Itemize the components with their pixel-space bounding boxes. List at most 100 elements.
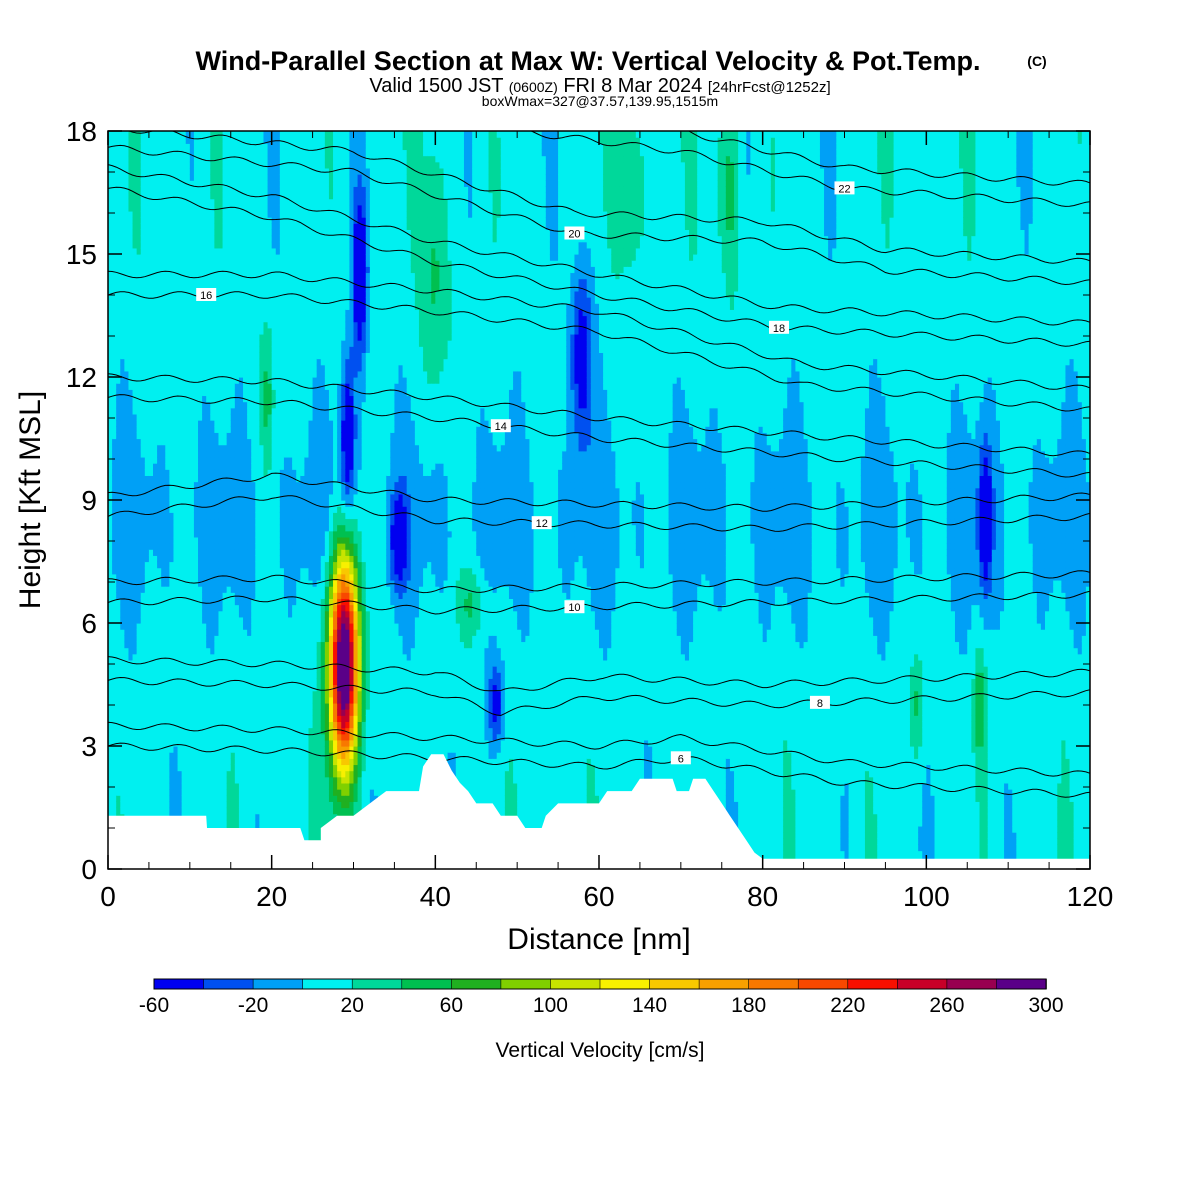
velocity-cell	[120, 414, 125, 421]
velocity-cell	[141, 272, 146, 279]
velocity-cell	[124, 648, 129, 655]
velocity-cell	[133, 783, 138, 790]
velocity-cell	[128, 789, 133, 796]
velocity-cell	[112, 562, 117, 569]
velocity-cell	[133, 685, 138, 692]
velocity-cell	[145, 186, 150, 193]
velocity-cell	[112, 469, 117, 476]
velocity-cell	[141, 365, 146, 372]
velocity-cell	[137, 254, 142, 261]
velocity-cell	[133, 715, 138, 722]
velocity-cell	[141, 635, 146, 642]
velocity-cell	[137, 242, 142, 249]
velocity-cell	[141, 402, 146, 409]
velocity-cell	[133, 641, 138, 648]
velocity-cell	[124, 654, 129, 661]
velocity-cell	[124, 685, 129, 692]
velocity-cell	[116, 752, 121, 759]
velocity-cell	[112, 734, 117, 741]
velocity-cell	[124, 303, 129, 310]
velocity-cell	[128, 383, 133, 390]
velocity-cell	[137, 703, 142, 710]
velocity-cell	[137, 697, 142, 704]
velocity-cell	[116, 408, 121, 415]
velocity-cell	[124, 488, 129, 495]
velocity-cell	[120, 211, 125, 218]
velocity-cell	[124, 297, 129, 304]
velocity-cell	[116, 746, 121, 753]
velocity-cell	[116, 531, 121, 538]
velocity-cell	[145, 586, 150, 593]
velocity-cell	[145, 420, 150, 427]
velocity-cell	[112, 808, 117, 815]
velocity-cell	[133, 303, 138, 310]
velocity-cell	[137, 752, 142, 759]
velocity-cell	[112, 715, 117, 722]
velocity-cell	[133, 156, 138, 163]
velocity-cell	[124, 149, 129, 156]
velocity-cell	[128, 334, 133, 341]
velocity-cell	[124, 629, 129, 636]
velocity-cell	[133, 592, 138, 599]
velocity-cell	[145, 408, 150, 415]
velocity-cell	[145, 414, 150, 421]
velocity-cell	[137, 611, 142, 618]
velocity-cell	[141, 174, 146, 181]
velocity-cell	[116, 205, 121, 212]
velocity-cell	[116, 352, 121, 359]
velocity-cell	[145, 180, 150, 187]
velocity-cell	[120, 764, 125, 771]
velocity-cell	[124, 795, 129, 802]
velocity-cell	[133, 223, 138, 230]
velocity-cell	[112, 629, 117, 636]
velocity-cell	[128, 549, 133, 556]
velocity-cell	[116, 512, 121, 519]
velocity-cell	[128, 272, 133, 279]
velocity-cell	[128, 285, 133, 292]
velocity-cell	[124, 549, 129, 556]
velocity-cell	[141, 266, 146, 273]
velocity-cell	[133, 463, 138, 470]
velocity-cell	[133, 537, 138, 544]
velocity-cell	[128, 211, 133, 218]
velocity-cell	[137, 383, 142, 390]
velocity-cell	[133, 285, 138, 292]
velocity-cell	[112, 156, 117, 163]
velocity-cell	[116, 334, 121, 341]
velocity-cell	[141, 352, 146, 359]
velocity-cell	[112, 402, 117, 409]
velocity-cell	[120, 771, 125, 778]
velocity-cell	[124, 279, 129, 286]
velocity-cell	[128, 469, 133, 476]
velocity-cell	[137, 574, 142, 581]
velocity-cell	[116, 592, 121, 599]
velocity-cell	[128, 808, 133, 815]
velocity-cell	[112, 580, 117, 587]
velocity-cell	[145, 648, 150, 655]
velocity-cell	[133, 764, 138, 771]
velocity-cell	[116, 555, 121, 562]
velocity-cell	[116, 359, 121, 366]
velocity-cell	[133, 162, 138, 169]
velocity-cell	[120, 359, 125, 366]
velocity-cell	[133, 648, 138, 655]
velocity-cell	[145, 469, 150, 476]
velocity-cell	[128, 242, 133, 249]
velocity-cell	[133, 697, 138, 704]
velocity-cell	[145, 371, 150, 378]
velocity-cell	[124, 445, 129, 452]
velocity-cell	[112, 568, 117, 575]
velocity-cell	[145, 242, 150, 249]
velocity-cell	[141, 531, 146, 538]
velocity-cell	[133, 562, 138, 569]
velocity-cell	[145, 254, 150, 261]
velocity-cell	[133, 254, 138, 261]
velocity-cell	[133, 248, 138, 255]
chart-title: Wind-Parallel Section at Max W: Vertical…	[196, 46, 981, 76]
velocity-cell	[128, 795, 133, 802]
velocity-cell	[124, 562, 129, 569]
velocity-cell	[124, 543, 129, 550]
velocity-cell	[128, 568, 133, 575]
velocity-cell	[137, 525, 142, 532]
velocity-cell	[120, 629, 125, 636]
